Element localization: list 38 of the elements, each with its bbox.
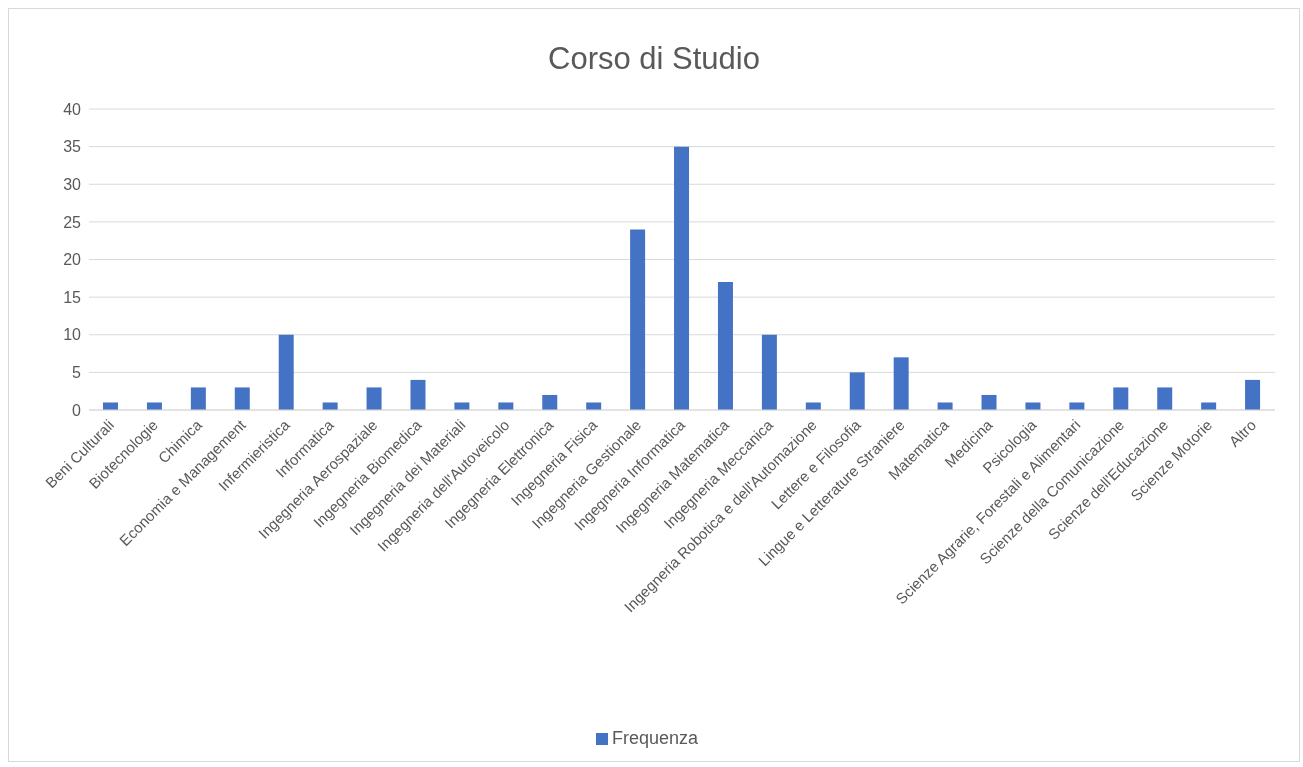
bar — [454, 402, 470, 410]
legend-label: Frequenza — [611, 728, 699, 748]
bar — [1069, 402, 1085, 410]
bar — [542, 394, 558, 410]
bar — [893, 357, 909, 410]
y-tick-label: 30 — [63, 175, 82, 193]
bar — [1113, 387, 1129, 410]
bar — [103, 402, 118, 410]
bar — [278, 334, 294, 410]
bar — [1157, 387, 1173, 410]
bar — [674, 146, 690, 410]
bar — [322, 402, 338, 410]
bar — [410, 379, 426, 410]
bar — [190, 387, 206, 410]
bar — [630, 229, 646, 410]
y-tick-label: 20 — [63, 251, 82, 269]
bar — [1025, 402, 1041, 410]
bar — [234, 387, 250, 410]
bar — [717, 282, 733, 410]
bar — [849, 372, 865, 410]
bar — [1201, 402, 1217, 410]
y-tick-label: 40 — [63, 100, 82, 118]
bar — [761, 334, 777, 410]
bar — [586, 402, 602, 410]
y-tick-label: 15 — [63, 288, 82, 306]
bar — [146, 402, 162, 410]
y-tick-label: 5 — [72, 364, 82, 382]
bar — [937, 402, 953, 410]
bar — [805, 402, 821, 410]
chart-title: Corso di Studio — [547, 41, 761, 77]
y-tick-label: 0 — [72, 401, 82, 419]
y-tick-label: 25 — [63, 213, 82, 231]
bar — [498, 402, 514, 410]
y-tick-label: 35 — [63, 138, 82, 156]
y-tick-label: 10 — [63, 326, 82, 344]
bar — [981, 394, 997, 410]
bar — [366, 387, 382, 410]
bar — [1245, 379, 1261, 410]
